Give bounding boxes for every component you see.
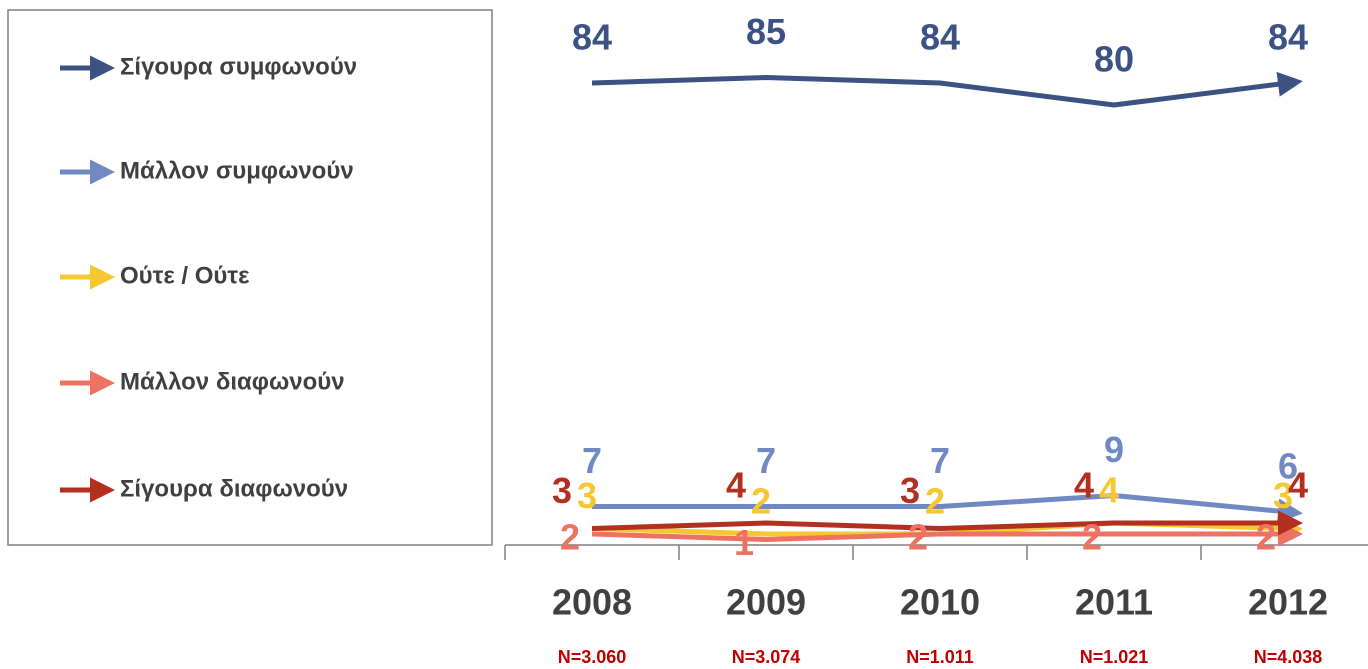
category-note: N=3.060 xyxy=(558,647,627,667)
value-label: 3 xyxy=(552,470,572,511)
value-label: 84 xyxy=(572,17,612,58)
x-tick-label: 2012 xyxy=(1248,582,1328,623)
value-label: 3 xyxy=(1273,475,1293,516)
series-line xyxy=(592,493,1303,524)
value-label: 2 xyxy=(1082,517,1102,558)
legend-label: Μάλλον συμφωνούν xyxy=(120,157,354,184)
value-label: 84 xyxy=(920,17,960,58)
x-tick-label: 2009 xyxy=(726,582,806,623)
legend-label: Σίγουρα διαφωνούν xyxy=(120,475,348,502)
value-label: 1 xyxy=(734,522,754,563)
value-label: 2 xyxy=(925,481,945,522)
value-label: 4 xyxy=(1074,465,1094,506)
value-label: 4 xyxy=(726,465,746,506)
x-tick-label: 2010 xyxy=(900,582,980,623)
category-note: N=1.021 xyxy=(1080,647,1149,667)
x-tick-label: 2008 xyxy=(552,582,632,623)
series-line xyxy=(591,71,1303,108)
legend-label: Μάλλον διαφωνούν xyxy=(120,368,345,395)
value-label: 7 xyxy=(582,440,602,481)
value-label: 84 xyxy=(1268,17,1308,58)
category-note: N=4.038 xyxy=(1254,647,1323,667)
value-label: 2 xyxy=(751,481,771,522)
category-note: N=3.074 xyxy=(732,647,801,667)
legend-label: Ούτε / Ούτε xyxy=(120,262,249,289)
value-label: 7 xyxy=(756,440,776,481)
series-line xyxy=(591,510,1303,536)
series-line xyxy=(591,521,1303,547)
value-label: 85 xyxy=(746,11,786,52)
value-label: 3 xyxy=(577,475,597,516)
value-label: 2 xyxy=(1256,517,1276,558)
value-label: 6 xyxy=(1278,446,1298,487)
value-label: 7 xyxy=(930,440,950,481)
value-label: 80 xyxy=(1094,39,1134,80)
value-label: 2 xyxy=(908,517,928,558)
x-tick-label: 2011 xyxy=(1075,582,1153,623)
legend-label: Σίγουρα συμφωνούν xyxy=(120,53,357,80)
category-note: N=1.011 xyxy=(906,647,974,667)
value-label: 3 xyxy=(900,470,920,511)
value-label: 4 xyxy=(1099,470,1119,511)
value-label: 2 xyxy=(560,517,580,558)
value-label: 9 xyxy=(1104,429,1124,470)
value-label: 4 xyxy=(1288,465,1308,506)
